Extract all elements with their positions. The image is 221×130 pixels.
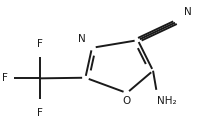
Text: O: O bbox=[123, 96, 131, 106]
Text: NH₂: NH₂ bbox=[157, 96, 177, 106]
Text: N: N bbox=[78, 34, 85, 44]
Text: N: N bbox=[184, 7, 191, 17]
Text: F: F bbox=[37, 108, 42, 118]
Text: F: F bbox=[37, 39, 42, 49]
Text: F: F bbox=[2, 73, 8, 83]
